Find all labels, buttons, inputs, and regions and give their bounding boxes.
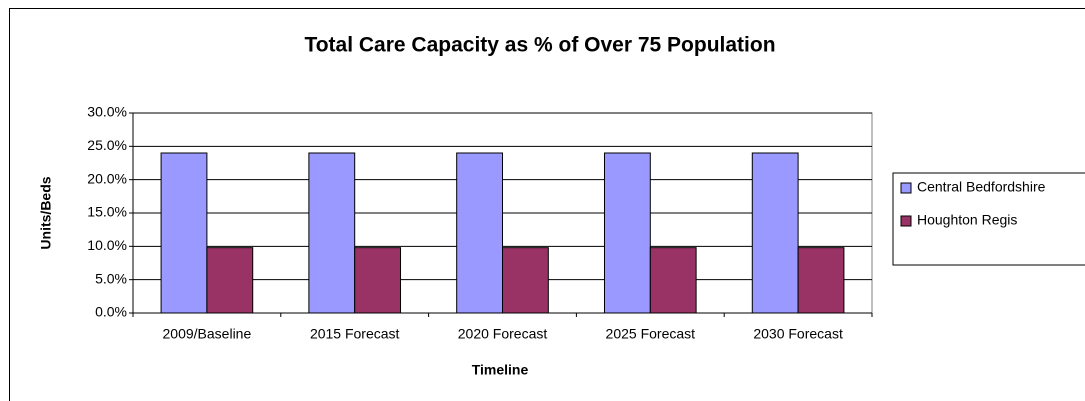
x-tick-label: 2009/Baseline <box>163 326 252 342</box>
legend-swatch <box>900 215 912 227</box>
bar <box>160 152 208 314</box>
y-tick-label: 10.0% <box>87 237 127 253</box>
y-tick-label: 5.0% <box>95 270 127 286</box>
bar <box>751 152 799 314</box>
x-tick-label: 2025 Forecast <box>606 326 696 342</box>
y-tick-label: 25.0% <box>87 137 127 153</box>
legend-label: Houghton Regis <box>917 212 1017 228</box>
y-tick-label: 0.0% <box>95 304 127 320</box>
bar <box>502 247 549 314</box>
bar <box>354 247 402 314</box>
bar <box>206 247 254 314</box>
y-axis-title: Units/Beds <box>38 176 54 249</box>
y-tick-label: 30.0% <box>87 104 127 120</box>
legend-swatch <box>900 182 912 194</box>
bar <box>797 247 845 314</box>
bar <box>308 152 356 314</box>
bar <box>603 152 651 314</box>
bar <box>649 247 697 314</box>
x-tick-label: 2020 Forecast <box>458 326 548 342</box>
legend-label: Central Bedfordshire <box>917 179 1046 195</box>
x-axis-title: Timeline <box>472 362 529 378</box>
bar <box>456 152 504 314</box>
y-tick-label: 20.0% <box>87 170 127 186</box>
x-tick-label: 2015 Forecast <box>310 326 400 342</box>
y-tick-label: 15.0% <box>87 204 127 220</box>
legend-box <box>892 172 1085 266</box>
x-tick-label: 2030 Forecast <box>753 326 843 342</box>
chart-title: Total Care Capacity as % of Over 75 Popu… <box>304 34 775 57</box>
